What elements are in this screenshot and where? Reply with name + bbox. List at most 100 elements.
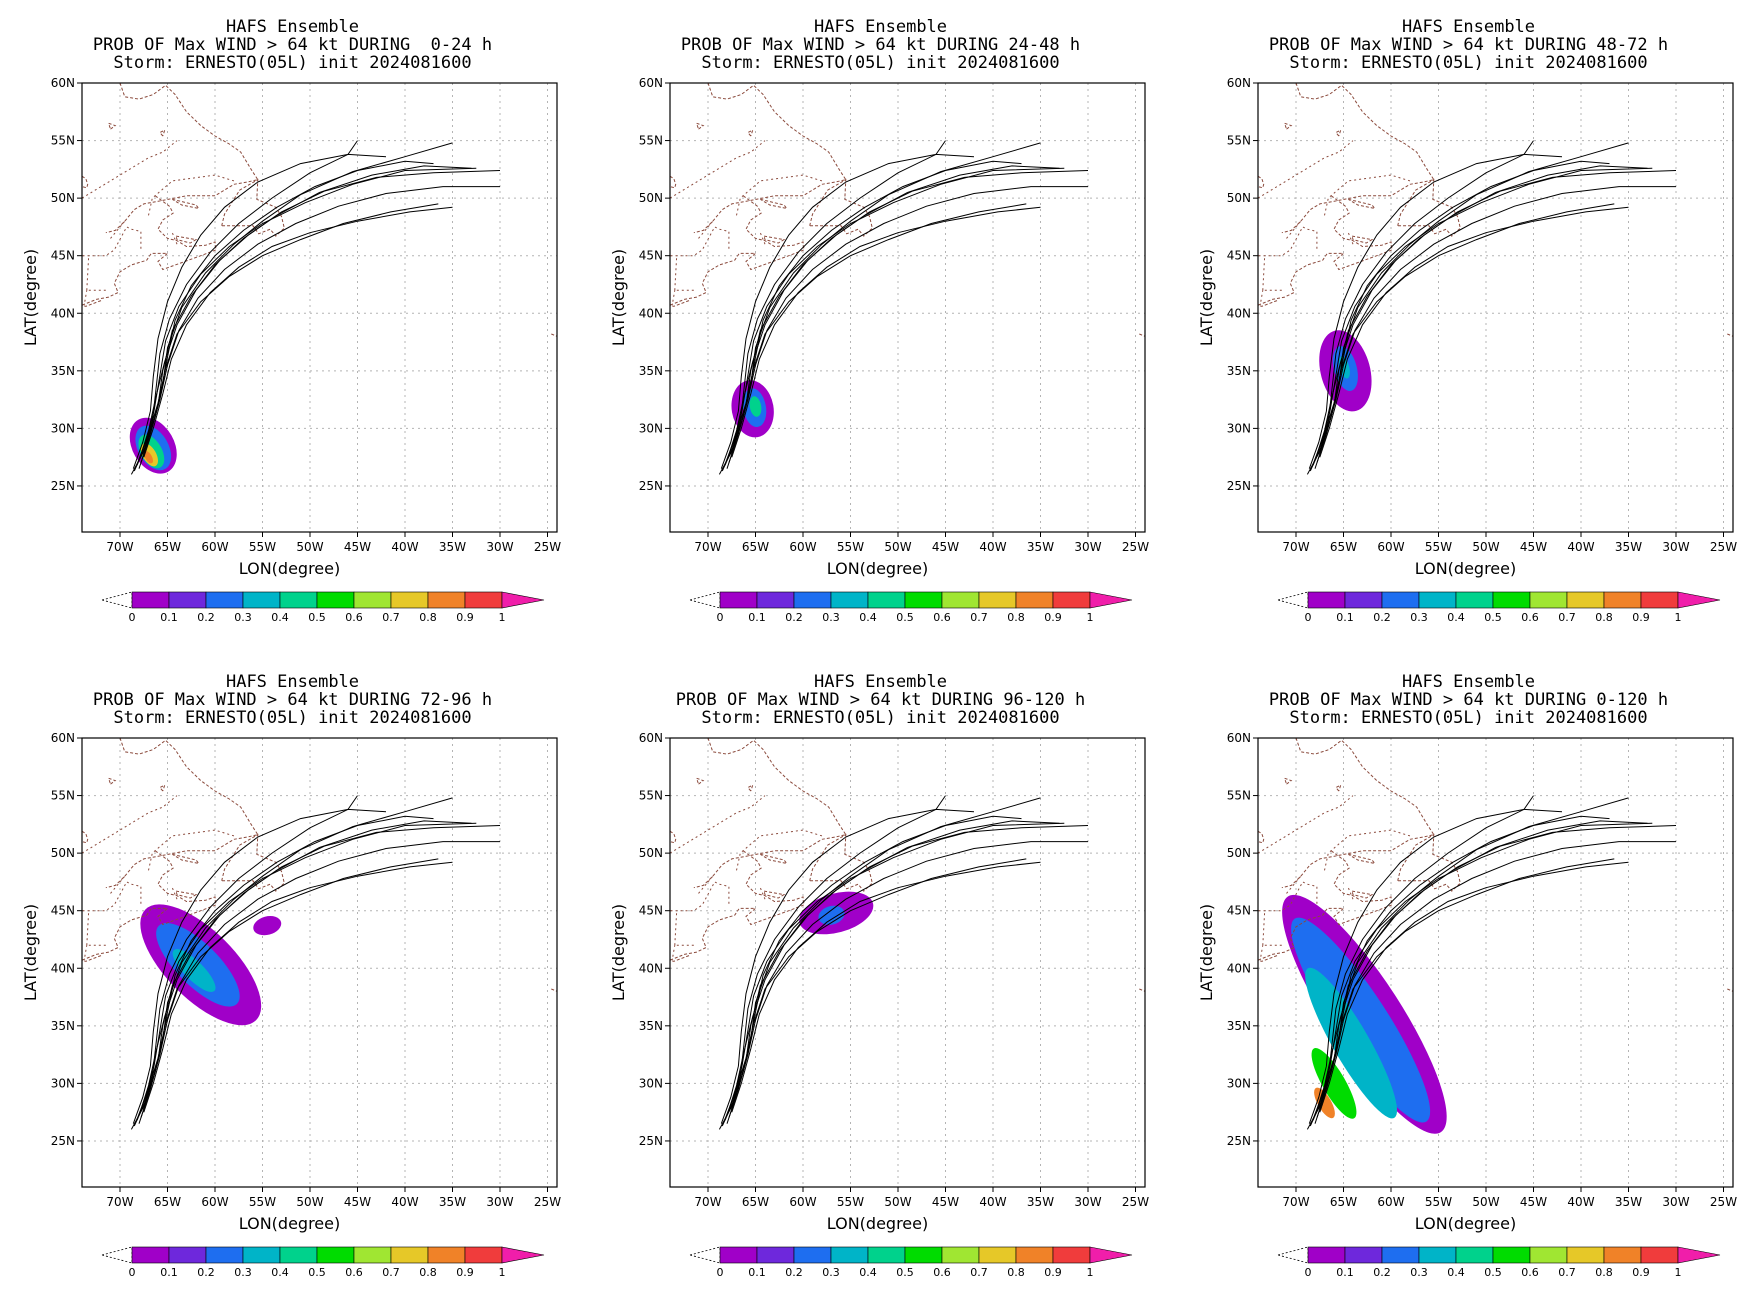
lat-tick-label: 25N (51, 1134, 75, 1148)
y-axis-label: LAT(degree) (1197, 249, 1216, 346)
colorbar-box (316, 591, 355, 609)
border-line (171, 887, 178, 900)
colorbar-box (427, 591, 466, 609)
probability-map: 70W 65W 60W 55W 50W 45W 40W 35W 30W 25W 60N 55N 50N 4… (1197, 76, 1737, 624)
lat-tick-label: 45N (639, 904, 663, 918)
lon-tick-label: 35W (1615, 540, 1642, 554)
ensemble-track (142, 815, 434, 1109)
coastline (670, 850, 805, 961)
colorbar-tick-label: 0 (129, 611, 136, 624)
colorbar-box (205, 591, 244, 609)
ensemble-track (138, 170, 501, 461)
coastline (82, 195, 217, 306)
coastlines (1258, 738, 1733, 992)
coastline (1335, 129, 1342, 137)
map-frame (81, 737, 558, 1188)
border-line (1262, 910, 1266, 946)
lon-tick-label: 55W (1425, 540, 1452, 554)
colorbar: 0 0.1 0.2 0.3 0.4 0.5 0.6 0.7 0.8 0.9 1 (688, 591, 1133, 624)
coastline (82, 830, 89, 844)
coastline (1258, 300, 1278, 307)
border-line (736, 174, 823, 216)
lat-tick-label: 55N (1227, 134, 1251, 148)
coastline (670, 300, 690, 307)
lat-tick-label: 40N (51, 306, 75, 320)
coastline (1139, 333, 1145, 337)
map-frame (669, 737, 1146, 1188)
lon-tick-label: 35W (439, 540, 466, 554)
coastline (107, 777, 117, 785)
lat-tick-label: 35N (51, 364, 75, 378)
colorbar-box (279, 591, 318, 609)
ensemble-track (142, 160, 434, 454)
x-axis-label: LON(degree) (1415, 559, 1516, 578)
colorbar-tick-label: 0.3 (234, 1266, 252, 1279)
lat-tick-label: 35N (639, 1019, 663, 1033)
lon-tick-label: 25W (1710, 540, 1737, 554)
colorbar-box (867, 1246, 906, 1264)
title-line-storm: Storm: ERNESTO(05L) init 2024081600 (113, 53, 472, 73)
lon-tick-label: 30W (1074, 540, 1101, 554)
coastline (107, 122, 117, 130)
colorbar-tick-label: 0.8 (1007, 611, 1025, 624)
lat-tick-label: 60N (1227, 731, 1251, 745)
colorbar-tick-label: 0.9 (1632, 611, 1650, 624)
title-line-model: HAFS Ensemble (225, 17, 360, 37)
colorbar-box (1492, 1246, 1531, 1264)
coastline (82, 300, 102, 307)
colorbar: 0 0.1 0.2 0.3 0.4 0.5 0.6 0.7 0.8 0.9 1 (688, 1246, 1133, 1279)
colorbar-box (978, 591, 1017, 609)
colorbar-box (978, 1246, 1017, 1264)
colorbar-tick-label: 1 (1675, 1266, 1682, 1279)
colorbar-tick-label: 0.6 (345, 1266, 363, 1279)
colorbar: 0 0.1 0.2 0.3 0.4 0.5 0.6 0.7 0.8 0.9 1 (1276, 591, 1721, 624)
colorbar-tick-label: 0 (1305, 1266, 1312, 1279)
lon-tick-label: 30W (1074, 1195, 1101, 1209)
gridlines (1258, 82, 1733, 532)
lon-tick-label: 50W (296, 1195, 323, 1209)
coastline (172, 853, 201, 865)
border-line (670, 795, 766, 854)
colorbar-box (719, 591, 758, 609)
colorbar-tick-label: 0.5 (308, 1266, 326, 1279)
colorbar-tick-label: 0.7 (970, 1266, 988, 1279)
ensemble-track (724, 822, 1065, 1121)
ensemble-track (1318, 815, 1610, 1109)
coastline (105, 738, 259, 889)
coastline (670, 955, 690, 962)
coastline (1283, 777, 1293, 785)
probability-area (1305, 967, 1398, 1119)
coastline (551, 333, 557, 337)
ensemble-tracks (1306, 795, 1677, 1130)
colorbar-over-arrow (501, 1246, 545, 1264)
coastline (670, 830, 677, 844)
border-line (736, 829, 823, 871)
lat-tick-label: 30N (51, 421, 75, 435)
lat-tick-label: 55N (639, 789, 663, 803)
lon-tick-label: 60W (1377, 540, 1404, 554)
colorbar-box (1344, 591, 1383, 609)
border-line (148, 174, 235, 216)
ensemble-track (1308, 808, 1563, 1124)
lat-tick-label: 50N (639, 846, 663, 860)
colorbar-over-arrow (1089, 1246, 1133, 1264)
colorbar-box (464, 591, 503, 609)
coastlines (670, 738, 1145, 992)
ensemble-track (135, 203, 439, 467)
colorbar-tick-label: 0.9 (1044, 1266, 1062, 1279)
coastline (175, 235, 198, 244)
colorbar-over-arrow (501, 591, 545, 609)
lat-tick-label: 55N (1227, 789, 1251, 803)
lat-tick-label: 25N (1227, 1134, 1251, 1148)
title-line-model: HAFS Ensemble (1401, 17, 1536, 37)
coastlines (670, 83, 1145, 337)
colorbar-tick-label: 0.6 (933, 1266, 951, 1279)
panel-title: HAFS Ensemble PROB OF Max WIND > 64 kt DU… (1176, 673, 1761, 727)
colorbar-tick-label: 0.9 (456, 1266, 474, 1279)
lat-tick-label: 25N (639, 479, 663, 493)
lon-tick-label: 70W (106, 540, 133, 554)
ensemble-track (723, 858, 1027, 1122)
border-line (1347, 232, 1354, 245)
colorbar-tick-label: 0.1 (160, 611, 178, 624)
lon-tick-label: 30W (486, 540, 513, 554)
